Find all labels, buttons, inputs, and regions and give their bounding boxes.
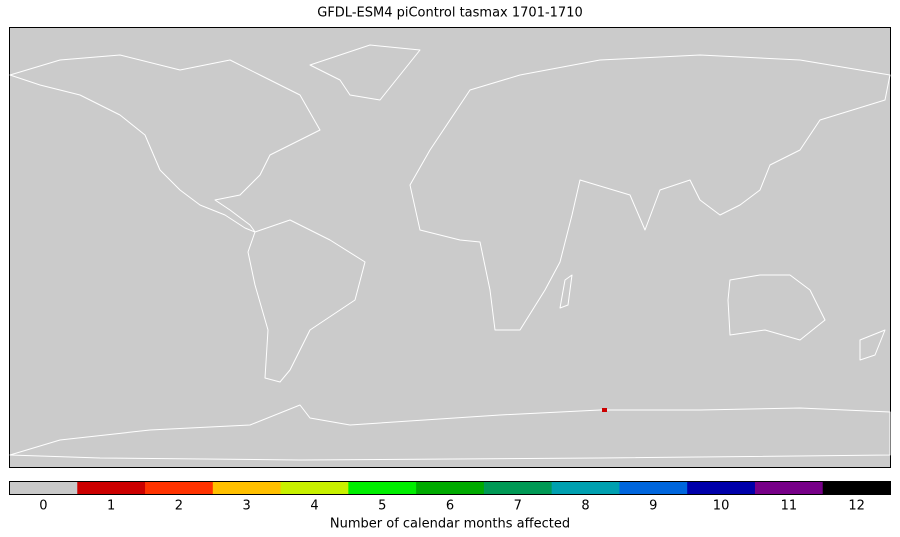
title: GFDL-ESM4 piControl tasmax 1701-1710 bbox=[317, 6, 583, 21]
colorbar-tick-label: 3 bbox=[243, 499, 251, 514]
colorbar-tick-label: 6 bbox=[446, 499, 454, 514]
colorbar-segment bbox=[687, 481, 756, 495]
colorbar-segment bbox=[754, 481, 824, 495]
new-zealand bbox=[859, 329, 886, 361]
colorbar-tick-label: 4 bbox=[310, 499, 318, 514]
colorbar-tick-label: 2 bbox=[175, 499, 183, 514]
colorbar-segment bbox=[145, 481, 214, 495]
colorbar-tick-label: 10 bbox=[713, 499, 730, 514]
colorbar-segment bbox=[551, 481, 620, 495]
colorbar-tick-label: 12 bbox=[848, 499, 865, 514]
colorbar-segment bbox=[77, 481, 146, 495]
colorbar-segment bbox=[9, 481, 78, 495]
greenland bbox=[309, 44, 421, 101]
colorbar: 0 1 2 3 4 5 6 7 8 9 10 11 12 bbox=[9, 481, 891, 514]
affected-cell bbox=[602, 408, 607, 412]
madagascar bbox=[559, 274, 573, 309]
colorbar-segment bbox=[822, 481, 891, 495]
colorbar-tick-label: 7 bbox=[514, 499, 522, 514]
map-frame bbox=[9, 27, 891, 468]
australia bbox=[727, 274, 826, 341]
colorbar-tick-label: 9 bbox=[649, 499, 657, 514]
colorbar-segment bbox=[348, 481, 417, 495]
colorbar-frame bbox=[9, 481, 891, 495]
colorbar-segment bbox=[483, 481, 553, 495]
colorbar-segment bbox=[280, 481, 349, 495]
antarctica bbox=[9, 404, 891, 461]
colorbar-tick-label: 0 bbox=[39, 499, 47, 514]
south-america bbox=[247, 219, 366, 383]
colorbar-tick-label: 8 bbox=[581, 499, 589, 514]
colorbar-segment bbox=[619, 481, 688, 495]
colorbar-label: Number of calendar months affected bbox=[330, 517, 570, 532]
coastlines bbox=[9, 44, 891, 461]
colorbar-tick-label: 11 bbox=[781, 499, 798, 514]
eurasia-africa bbox=[409, 54, 891, 331]
colorbar-segment bbox=[212, 481, 282, 495]
colorbar-tick-label: 5 bbox=[378, 499, 386, 514]
north-america bbox=[9, 54, 321, 233]
colorbar-tick-label: 1 bbox=[107, 499, 115, 514]
colorbar-segment bbox=[416, 481, 485, 495]
